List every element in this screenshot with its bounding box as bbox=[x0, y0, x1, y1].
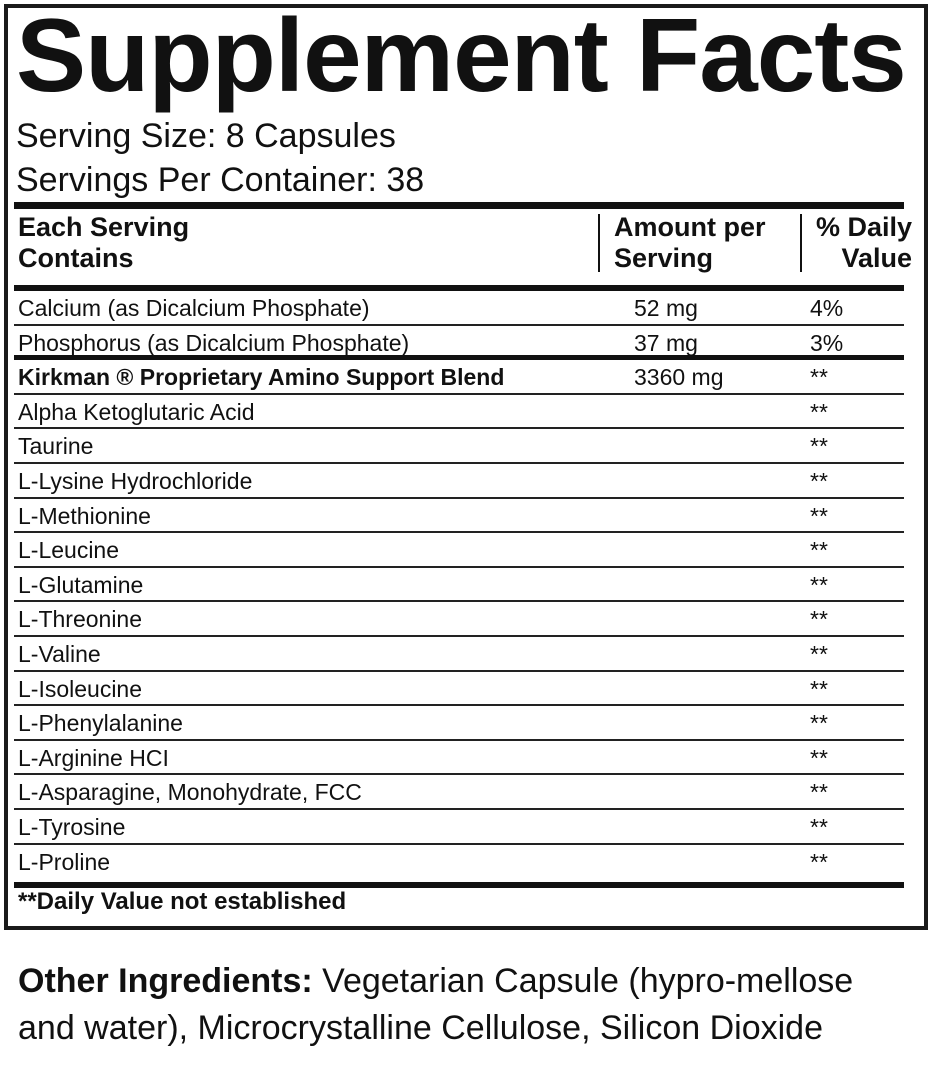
table-row: L-Valine ** bbox=[14, 637, 904, 672]
table-row: Alpha Ketoglutaric Acid ** bbox=[14, 395, 904, 430]
nutrient-daily-value: ** bbox=[810, 814, 828, 840]
footnote: **Daily Value not established bbox=[18, 888, 347, 915]
table-row: L-Isoleucine ** bbox=[14, 672, 904, 707]
nutrient-name: L-Lysine Hydrochloride bbox=[18, 468, 253, 494]
nutrient-daily-value: ** bbox=[810, 468, 828, 494]
serving-size: Serving Size: 8 Capsules bbox=[16, 117, 396, 155]
header-name: Each Serving Contains bbox=[18, 212, 189, 274]
header-amount: Amount per Serving bbox=[614, 212, 766, 274]
table-row: L-Asparagine, Monohydrate, FCC ** bbox=[14, 775, 904, 810]
nutrient-name: L-Proline bbox=[18, 848, 111, 875]
nutrient-name: Calcium (as Dicalcium Phosphate) bbox=[18, 295, 370, 321]
nutrient-daily-value: ** bbox=[810, 744, 828, 771]
nutrient-name: Kirkman ® Proprietary Amino Support Blen… bbox=[18, 364, 505, 391]
column-divider bbox=[598, 214, 600, 272]
table-row: L-Methionine ** bbox=[14, 499, 904, 534]
nutrient-daily-value: ** bbox=[810, 398, 828, 425]
nutrient-daily-value: ** bbox=[810, 606, 828, 633]
nutrient-name: Taurine bbox=[18, 433, 94, 460]
nutrient-daily-value: ** bbox=[810, 364, 828, 391]
header-name-line2: Contains bbox=[18, 243, 134, 273]
nutrient-daily-value: ** bbox=[810, 848, 828, 875]
header-amount-line1: Amount per bbox=[614, 212, 766, 242]
nutrient-daily-value: ** bbox=[810, 571, 828, 598]
nutrient-name: L-Leucine bbox=[18, 537, 120, 564]
other-ingredients-label: Other Ingredients: bbox=[18, 962, 313, 1000]
nutrient-name: L-Tyrosine bbox=[18, 814, 126, 840]
nutrient-name: L-Methionine bbox=[18, 502, 151, 529]
nutrient-name: L-Isoleucine bbox=[18, 675, 143, 702]
nutrient-amount: 52 mg bbox=[634, 295, 698, 321]
header-dv-line1: % Daily bbox=[815, 212, 912, 242]
nutrient-daily-value: ** bbox=[810, 710, 828, 737]
header-daily-value: % Daily Value bbox=[808, 212, 912, 274]
divider-thick bbox=[14, 202, 904, 209]
servings-per-container: Servings Per Container: 38 bbox=[16, 161, 425, 199]
nutrient-daily-value: ** bbox=[810, 675, 828, 702]
supplement-facts-panel bbox=[4, 4, 928, 930]
table-row: Calcium (as Dicalcium Phosphate) 52 mg 4% bbox=[14, 291, 904, 326]
nutrient-name: L-Threonine bbox=[18, 606, 143, 633]
table-row: L-Proline ** bbox=[14, 845, 904, 880]
table-row: Phosphorus (as Dicalcium Phosphate) 37 mg… bbox=[14, 326, 904, 361]
nutrient-name: Alpha Ketoglutaric Acid bbox=[18, 398, 255, 425]
table-row: Taurine ** bbox=[14, 429, 904, 464]
nutrient-amount: 3360 mg bbox=[634, 364, 724, 391]
nutrient-name: L-Glutamine bbox=[18, 571, 144, 598]
header-amount-line2: Serving bbox=[614, 243, 714, 273]
panel-title: Supplement Facts bbox=[16, 0, 907, 114]
divider-thick bbox=[14, 882, 904, 888]
column-divider bbox=[800, 214, 802, 272]
nutrient-name: L-Phenylalanine bbox=[18, 710, 183, 737]
nutrient-daily-value: ** bbox=[810, 433, 828, 460]
divider-thick bbox=[14, 285, 904, 291]
table-row: L-Lysine Hydrochloride ** bbox=[14, 464, 904, 499]
nutrient-name: L-Valine bbox=[18, 641, 101, 667]
nutrient-amount: 37 mg bbox=[634, 329, 698, 356]
table-row: L-Arginine HCI ** bbox=[14, 741, 904, 776]
table-row: L-Threonine ** bbox=[14, 602, 904, 637]
table-row: L-Glutamine ** bbox=[14, 568, 904, 603]
nutrient-daily-value: ** bbox=[810, 537, 828, 564]
nutrient-daily-value: 4% bbox=[810, 295, 844, 321]
table-row: Kirkman ® Proprietary Amino Support Blen… bbox=[14, 360, 904, 395]
nutrient-name: Phosphorus (as Dicalcium Phosphate) bbox=[18, 329, 410, 356]
table-row: L-Leucine ** bbox=[14, 533, 904, 568]
nutrient-name: L-Arginine HCI bbox=[18, 744, 169, 771]
table-row: L-Tyrosine ** bbox=[14, 810, 904, 845]
other-ingredients: Other Ingredients: Vegetarian Capsule (h… bbox=[18, 958, 918, 1052]
nutrient-daily-value: ** bbox=[810, 641, 828, 667]
header-dv-line2: Value bbox=[841, 243, 912, 273]
nutrient-daily-value: ** bbox=[810, 502, 828, 529]
nutrient-daily-value: 3% bbox=[810, 329, 844, 356]
nutrient-daily-value: ** bbox=[810, 779, 828, 806]
other-ingredients-text: Vegetarian Capsule (hypro-mellose and wa… bbox=[18, 962, 854, 1047]
nutrient-name: L-Asparagine, Monohydrate, FCC bbox=[18, 779, 362, 806]
header-name-line1: Each Serving bbox=[18, 212, 190, 242]
table-row: L-Phenylalanine ** bbox=[14, 706, 904, 741]
